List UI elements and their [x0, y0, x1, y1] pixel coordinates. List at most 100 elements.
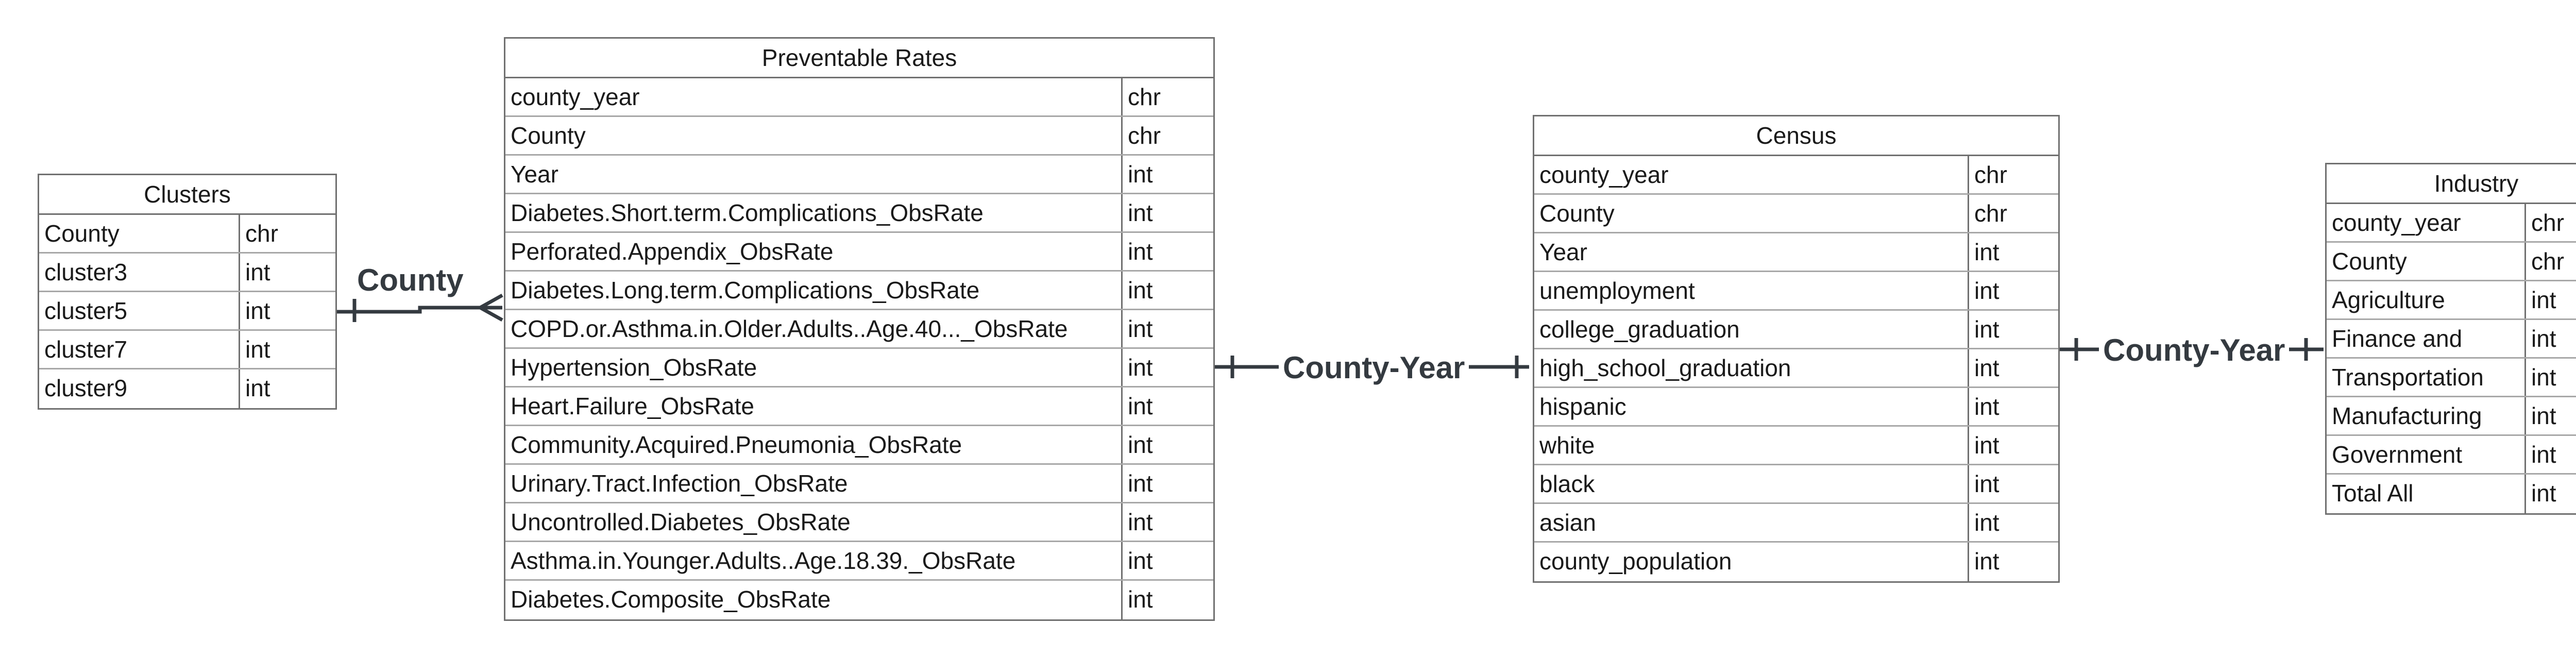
field-name: Year: [1534, 233, 1969, 271]
field-type: int: [2531, 325, 2556, 352]
field-name: County: [1534, 195, 1969, 232]
field-name: county_year: [1534, 156, 1969, 193]
field-type: int: [1128, 509, 1153, 535]
entity-census[interactable]: Census county_year chr County chr Year int unem…: [1533, 115, 2060, 583]
field-row[interactable]: cluster5 int: [39, 292, 335, 331]
field-type: int: [1128, 161, 1153, 188]
field-name: Uncontrolled.Diabetes_ObsRate: [505, 503, 1123, 541]
field-row[interactable]: Hypertension_ObsRate int: [505, 349, 1213, 388]
entity-industry[interactable]: Industry county_year chr County chr Agricultu…: [2325, 163, 2576, 515]
field-type: int: [1128, 277, 1153, 304]
field-type: int: [1974, 393, 1999, 420]
field-name: county_year: [2327, 204, 2526, 241]
field-row[interactable]: Transportation int: [2327, 359, 2576, 397]
field-name: Community.Acquired.Pneumonia_ObsRate: [505, 426, 1123, 463]
field-type: int: [1128, 547, 1153, 574]
field-type: chr: [1974, 161, 2007, 188]
entity-title: Industry: [2327, 164, 2576, 204]
edge-county: [336, 306, 502, 314]
field-name: Asthma.in.Younger.Adults..Age.18.39._Obs…: [505, 542, 1123, 579]
field-name: Total All: [2327, 475, 2526, 513]
field-row[interactable]: Government int: [2327, 436, 2576, 475]
field-row[interactable]: COPD.or.Asthma.in.Older.Adults..Age.40..…: [505, 310, 1213, 349]
field-type: int: [1128, 586, 1153, 613]
field-name: cluster7: [39, 331, 240, 368]
field-row[interactable]: hispanic int: [1534, 388, 2058, 427]
field-type: chr: [1128, 122, 1161, 149]
field-row[interactable]: County chr: [2327, 243, 2576, 281]
field-row[interactable]: Finance and int: [2327, 320, 2576, 359]
field-type: chr: [2531, 209, 2564, 236]
field-row[interactable]: Agriculture int: [2327, 281, 2576, 320]
field-row[interactable]: Uncontrolled.Diabetes_ObsRate int: [505, 503, 1213, 542]
field-row[interactable]: county_year chr: [2327, 204, 2576, 243]
field-row[interactable]: County chr: [505, 117, 1213, 156]
field-row[interactable]: Year int: [505, 156, 1213, 194]
field-name: Finance and: [2327, 320, 2526, 357]
edge-label-county: County: [357, 263, 464, 297]
field-type: chr: [1974, 200, 2007, 227]
field-row[interactable]: county_year chr: [505, 78, 1213, 117]
field-row[interactable]: Diabetes.Short.term.Complications_ObsRat…: [505, 194, 1213, 233]
field-name: Urinary.Tract.Infection_ObsRate: [505, 465, 1123, 502]
entity-title: Census: [1534, 116, 2058, 156]
field-row[interactable]: Urinary.Tract.Infection_ObsRate int: [505, 465, 1213, 503]
field-name: Perforated.Appendix_ObsRate: [505, 233, 1123, 270]
field-name: County: [39, 215, 240, 252]
field-type: int: [2531, 441, 2556, 468]
field-row[interactable]: County chr: [1534, 195, 2058, 233]
field-type: int: [245, 336, 270, 363]
field-row[interactable]: Asthma.in.Younger.Adults..Age.18.39._Obs…: [505, 542, 1213, 581]
edge-label-county-year-1: County-Year: [1279, 352, 1469, 383]
field-type: int: [1128, 354, 1153, 381]
field-row[interactable]: asian int: [1534, 504, 2058, 543]
field-row[interactable]: Heart.Failure_ObsRate int: [505, 388, 1213, 426]
field-row[interactable]: cluster7 int: [39, 331, 335, 369]
field-row[interactable]: Year int: [1534, 233, 2058, 272]
field-row[interactable]: cluster9 int: [39, 369, 335, 408]
field-name: Year: [505, 156, 1123, 193]
field-row[interactable]: high_school_graduation int: [1534, 349, 2058, 388]
field-name: Diabetes.Composite_ObsRate: [505, 581, 1123, 619]
field-type: int: [1974, 470, 1999, 497]
field-row[interactable]: cluster3 int: [39, 254, 335, 292]
field-row[interactable]: county_year chr: [1534, 156, 2058, 195]
field-row[interactable]: black int: [1534, 465, 2058, 504]
field-name: Government: [2327, 436, 2526, 473]
field-name: Diabetes.Long.term.Complications_ObsRate: [505, 272, 1123, 309]
field-name: high_school_graduation: [1534, 349, 1969, 386]
field-row[interactable]: unemployment int: [1534, 272, 2058, 311]
field-name: Manufacturing: [2327, 397, 2526, 434]
field-row[interactable]: Community.Acquired.Pneumonia_ObsRate int: [505, 426, 1213, 465]
edge-label-county-year-2: County-Year: [2099, 335, 2290, 366]
field-row[interactable]: county_population int: [1534, 543, 2058, 581]
field-type: int: [1128, 238, 1153, 265]
field-name: white: [1534, 427, 1969, 464]
field-name: Agriculture: [2327, 281, 2526, 318]
field-name: County: [2327, 243, 2526, 280]
field-type: int: [2531, 287, 2556, 313]
field-type: int: [1974, 432, 1999, 459]
field-row[interactable]: college_graduation int: [1534, 311, 2058, 349]
field-name: black: [1534, 465, 1969, 502]
field-type: int: [1974, 548, 1999, 575]
field-type: chr: [1128, 83, 1161, 110]
field-row[interactable]: Perforated.Appendix_ObsRate int: [505, 233, 1213, 272]
entity-preventable-rates[interactable]: Preventable Rates county_year chr County chr…: [504, 37, 1215, 621]
field-row[interactable]: Diabetes.Composite_ObsRate int: [505, 581, 1213, 619]
entity-clusters[interactable]: Clusters County chr cluster3 int cluster5 int c…: [38, 174, 337, 410]
field-type: int: [1128, 315, 1153, 342]
field-type: int: [245, 375, 270, 401]
field-type: int: [2531, 402, 2556, 429]
field-type: int: [1974, 355, 1999, 381]
field-type: int: [1974, 277, 1999, 304]
field-type: int: [2531, 364, 2556, 391]
field-row[interactable]: Diabetes.Long.term.Complications_ObsRate…: [505, 272, 1213, 310]
field-name: unemployment: [1534, 272, 1969, 309]
field-row[interactable]: white int: [1534, 427, 2058, 465]
field-type: int: [1974, 509, 1999, 536]
field-row[interactable]: Manufacturing int: [2327, 397, 2576, 436]
field-row[interactable]: Total All int: [2327, 475, 2576, 513]
field-row[interactable]: County chr: [39, 215, 335, 254]
